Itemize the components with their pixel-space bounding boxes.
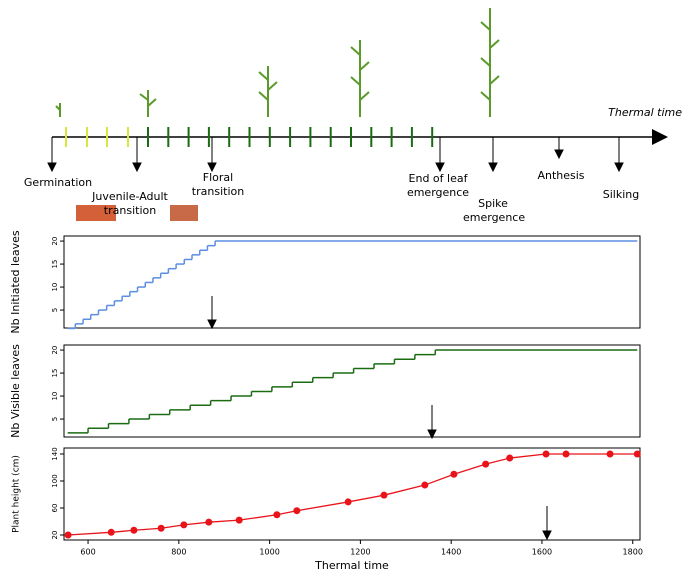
data-point xyxy=(450,471,457,478)
plant xyxy=(481,8,499,117)
plant xyxy=(56,103,60,117)
y-tick-label: 100 xyxy=(51,474,59,487)
data-point xyxy=(345,498,352,505)
event-label: Spike emergence xyxy=(463,197,523,225)
data-point xyxy=(482,461,489,468)
x-axis-label: Thermal time xyxy=(314,559,389,572)
timeline-arrowhead xyxy=(652,129,668,145)
event-label: Juvenile-Adult transition xyxy=(88,190,172,218)
arrowhead xyxy=(208,163,216,171)
x-tick-label: 600 xyxy=(80,548,95,557)
y-tick-label: 10 xyxy=(51,392,59,401)
event-label: Silking xyxy=(590,188,652,202)
event-label: End of leaf emergence xyxy=(400,172,476,200)
panel-frame xyxy=(64,448,640,540)
plant xyxy=(259,66,277,117)
y-tick-label: 20 xyxy=(51,531,59,540)
y-tick-label: 10 xyxy=(51,283,59,292)
x-tick-label: 1200 xyxy=(350,548,370,557)
y-axis-label: Nb Visible leaves xyxy=(9,344,22,438)
figure: Thermal time 5 10 15 20 Nb Initiated leaves 5… xyxy=(0,0,683,572)
data-point xyxy=(381,492,388,499)
data-line xyxy=(68,454,637,535)
arrowhead xyxy=(489,163,497,171)
data-point xyxy=(293,507,300,514)
arrowhead xyxy=(208,320,216,328)
data-point xyxy=(543,451,550,458)
panel-arrows xyxy=(208,296,551,539)
page: Thermal time 5 10 15 20 Nb Initiated leaves 5… xyxy=(0,0,683,572)
leaf-sample xyxy=(170,205,198,221)
event-arrows xyxy=(48,137,623,171)
data-point xyxy=(236,517,243,524)
arrowhead xyxy=(133,163,141,171)
x-tick-label: 1000 xyxy=(259,548,279,557)
y-axis-label: Nb Initiated leaves xyxy=(9,230,22,333)
arrowhead xyxy=(436,163,444,171)
event-label: Germination xyxy=(18,176,98,190)
arrowhead xyxy=(48,163,56,171)
arrowhead xyxy=(555,150,563,158)
plant xyxy=(351,40,369,117)
data-point xyxy=(158,525,165,532)
arrowhead xyxy=(543,531,551,539)
plant xyxy=(140,90,156,117)
data-point xyxy=(506,455,513,462)
y-tick-label: 5 xyxy=(51,417,59,421)
y-tick-label: 60 xyxy=(51,504,59,513)
event-label: Anthesis xyxy=(526,169,596,183)
data-point xyxy=(205,519,212,526)
data-point xyxy=(130,527,137,534)
data-point xyxy=(607,451,614,458)
event-label: Floral transition xyxy=(190,171,246,199)
y-axis-label: Plant height (cm) xyxy=(12,455,22,533)
x-tick-label: 1800 xyxy=(623,548,643,557)
y-tick-label: 15 xyxy=(51,369,59,378)
x-tick-label: 1600 xyxy=(532,548,552,557)
x-tick-label: 800 xyxy=(171,548,186,557)
plant-icons xyxy=(56,8,499,117)
panel-frame xyxy=(64,345,640,437)
y-tick-label: 5 xyxy=(51,308,59,312)
data-point xyxy=(421,482,428,489)
y-tick-label: 140 xyxy=(51,447,59,460)
arrowhead xyxy=(615,163,623,171)
y-tick-label: 20 xyxy=(51,346,59,355)
data-point xyxy=(65,532,72,539)
data-point xyxy=(273,511,280,518)
y-tick-label: 20 xyxy=(51,237,59,246)
data-point xyxy=(180,521,187,528)
timeline-label: Thermal time xyxy=(608,106,682,119)
y-tick-label: 15 xyxy=(51,260,59,269)
data-point xyxy=(563,451,570,458)
x-tick-label: 1400 xyxy=(441,548,461,557)
data-point xyxy=(108,529,115,536)
data-point xyxy=(634,451,641,458)
